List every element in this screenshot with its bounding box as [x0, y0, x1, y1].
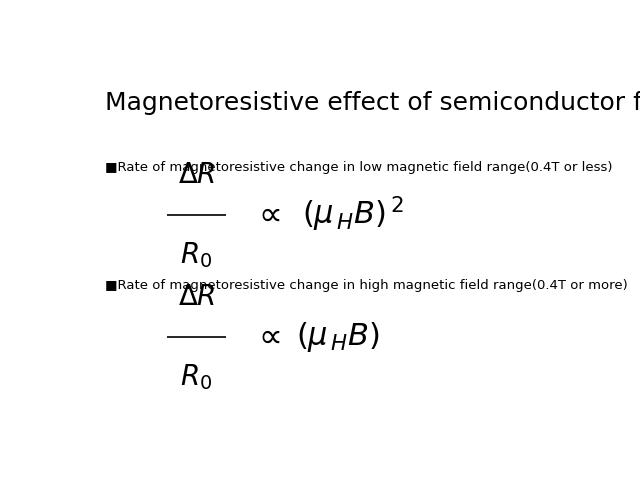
Text: ■Rate of magnetoresistive change in low magnetic field range(0.4T or less): ■Rate of magnetoresistive change in low … [105, 161, 612, 174]
Text: $\propto$: $\propto$ [252, 320, 280, 353]
Text: ■Rate of magnetoresistive change in high magnetic field range(0.4T or more): ■Rate of magnetoresistive change in high… [105, 279, 628, 292]
Text: $\mathit{R_0}$: $\mathit{R_0}$ [180, 362, 212, 392]
Text: Magnetoresistive effect of semiconductor film: Magnetoresistive effect of semiconductor… [105, 91, 640, 115]
Text: $\mathit{\Delta R}$: $\mathit{\Delta R}$ [178, 161, 216, 189]
Text: $(\mu_{\,H}B)$: $(\mu_{\,H}B)$ [296, 320, 380, 354]
Text: $\mathit{R_0}$: $\mathit{R_0}$ [180, 240, 212, 270]
Text: $\propto$: $\propto$ [252, 198, 280, 231]
Text: $\mathit{\Delta R}$: $\mathit{\Delta R}$ [178, 283, 216, 311]
Text: $(\mu_{\,H}B)^{\,2}$: $(\mu_{\,H}B)^{\,2}$ [302, 195, 404, 234]
